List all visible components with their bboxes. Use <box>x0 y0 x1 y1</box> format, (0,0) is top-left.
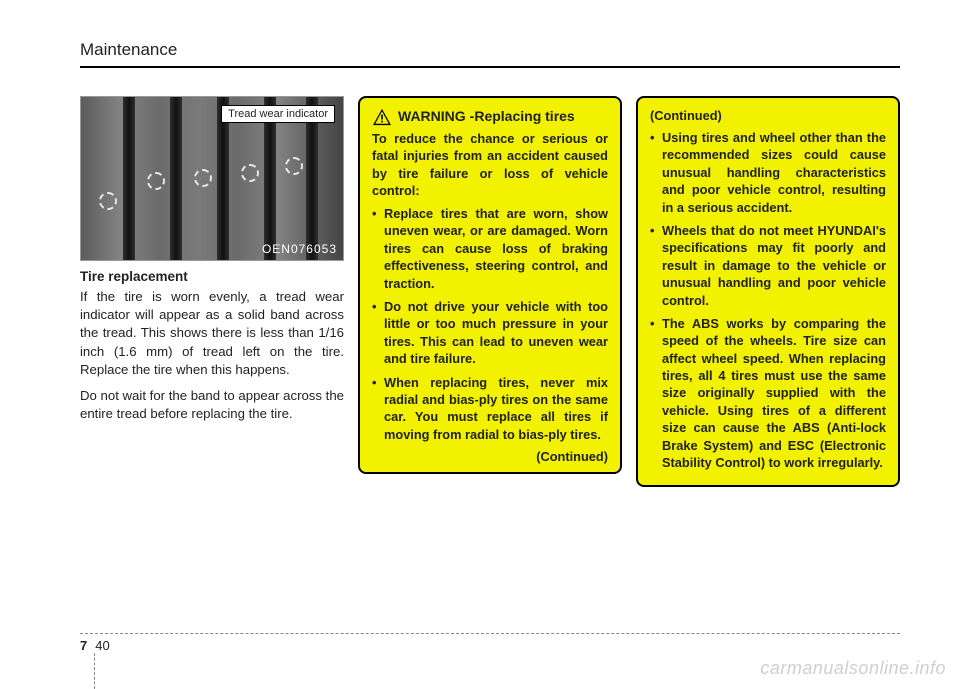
warning-item: The ABS works by comparing the speed of … <box>650 315 886 472</box>
warning-box-continued: (Continued) Using tires and wheel other … <box>636 96 900 487</box>
warning-heading: WARNING - Replacing tires <box>372 108 608 126</box>
tire-image: Tread wear indicator OEN076053 <box>80 96 344 261</box>
tread-wear-indicator-ring <box>194 169 212 187</box>
tire-groove <box>123 97 135 260</box>
warning-list-mid: Replace tires that are worn, show uneven… <box>372 205 608 443</box>
warning-item: Using tires and wheel other than the rec… <box>650 129 886 216</box>
page-number-value: 40 <box>95 638 109 653</box>
warning-topic: Replacing tires <box>474 108 574 124</box>
header-title: Maintenance <box>80 40 900 60</box>
tire-image-id: OEN076053 <box>262 242 337 256</box>
column-right: (Continued) Using tires and wheel other … <box>636 96 900 487</box>
tire-replacement-heading: Tire replacement <box>80 269 344 284</box>
tire-label: Tread wear indicator <box>221 105 335 123</box>
watermark: carmanualsonline.info <box>760 658 946 679</box>
warning-item: Do not drive your vehicle with too littl… <box>372 298 608 368</box>
chapter-number: 7 <box>80 638 87 653</box>
footer-dashed-rule <box>80 633 900 634</box>
warning-title: WARNING - Replacing tires <box>398 108 575 124</box>
column-left: Tread wear indicator OEN076053 Tire repl… <box>80 96 344 487</box>
tire-groove <box>170 97 182 260</box>
continued-label-mid: (Continued) <box>372 449 608 464</box>
warning-item: When replacing tires, never mix radial a… <box>372 374 608 444</box>
header-rule <box>80 66 900 68</box>
warning-item: Replace tires that are worn, show uneven… <box>372 205 608 292</box>
tread-wear-indicator-ring <box>241 164 259 182</box>
warning-intro: To reduce the chance or serious or fatal… <box>372 130 608 199</box>
warning-box-replacing-tires: WARNING - Replacing tires To reduce the … <box>358 96 622 474</box>
footer-dashed-vertical <box>94 653 95 689</box>
page-number: 7 40 <box>80 638 900 653</box>
page-header: Maintenance <box>80 40 900 68</box>
columns: Tread wear indicator OEN076053 Tire repl… <box>80 96 900 487</box>
continued-label-right: (Continued) <box>650 108 886 123</box>
warning-list-right: Using tires and wheel other than the rec… <box>650 129 886 471</box>
tire-replacement-para-1: If the tire is worn evenly, a tread wear… <box>80 288 344 379</box>
tread-wear-indicator-ring <box>99 192 117 210</box>
tread-wear-indicator-ring <box>147 172 165 190</box>
tire-replacement-para-2: Do not wait for the band to appear acros… <box>80 387 344 423</box>
column-middle: WARNING - Replacing tires To reduce the … <box>358 96 622 487</box>
warning-item: Wheels that do not meet HYUNDAI's specif… <box>650 222 886 309</box>
warning-label: WARNING <box>398 108 466 124</box>
warning-triangle-icon <box>372 108 392 126</box>
page: Maintenance Tread wear indicator OEN0760… <box>0 0 960 689</box>
page-footer: 7 40 <box>80 633 900 653</box>
